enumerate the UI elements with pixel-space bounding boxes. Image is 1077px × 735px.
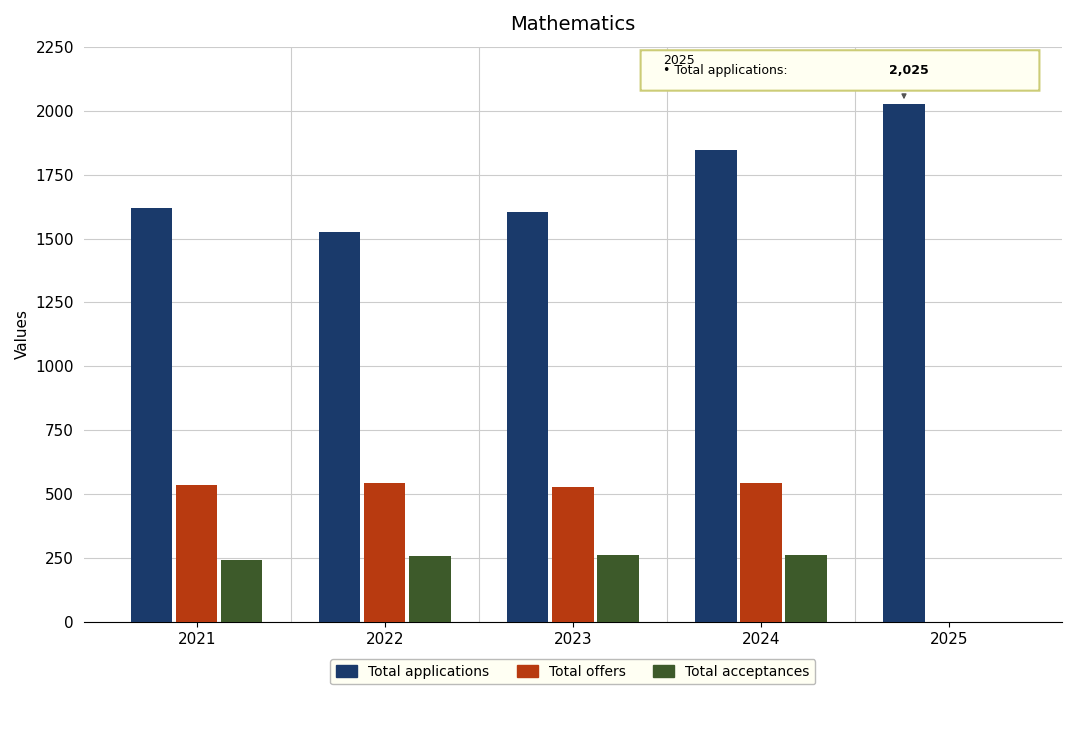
Bar <box>409 556 450 623</box>
Bar <box>785 555 827 623</box>
FancyBboxPatch shape <box>641 50 1039 90</box>
Bar <box>130 208 172 623</box>
Bar <box>695 150 737 623</box>
Bar <box>507 212 548 623</box>
Bar <box>221 559 263 623</box>
Y-axis label: Values: Values <box>15 309 30 359</box>
Bar <box>319 232 361 623</box>
Bar <box>176 485 218 623</box>
Text: 2,025: 2,025 <box>889 63 928 76</box>
Text: 2025: 2025 <box>663 54 695 67</box>
Bar <box>883 104 925 623</box>
Bar <box>364 483 405 623</box>
Title: Mathematics: Mathematics <box>510 15 635 34</box>
Bar <box>740 483 782 623</box>
Bar <box>598 555 639 623</box>
Text: • Total applications:: • Total applications: <box>663 63 792 76</box>
Legend: Total applications, Total offers, Total acceptances: Total applications, Total offers, Total … <box>331 659 815 684</box>
Bar <box>553 487 593 623</box>
